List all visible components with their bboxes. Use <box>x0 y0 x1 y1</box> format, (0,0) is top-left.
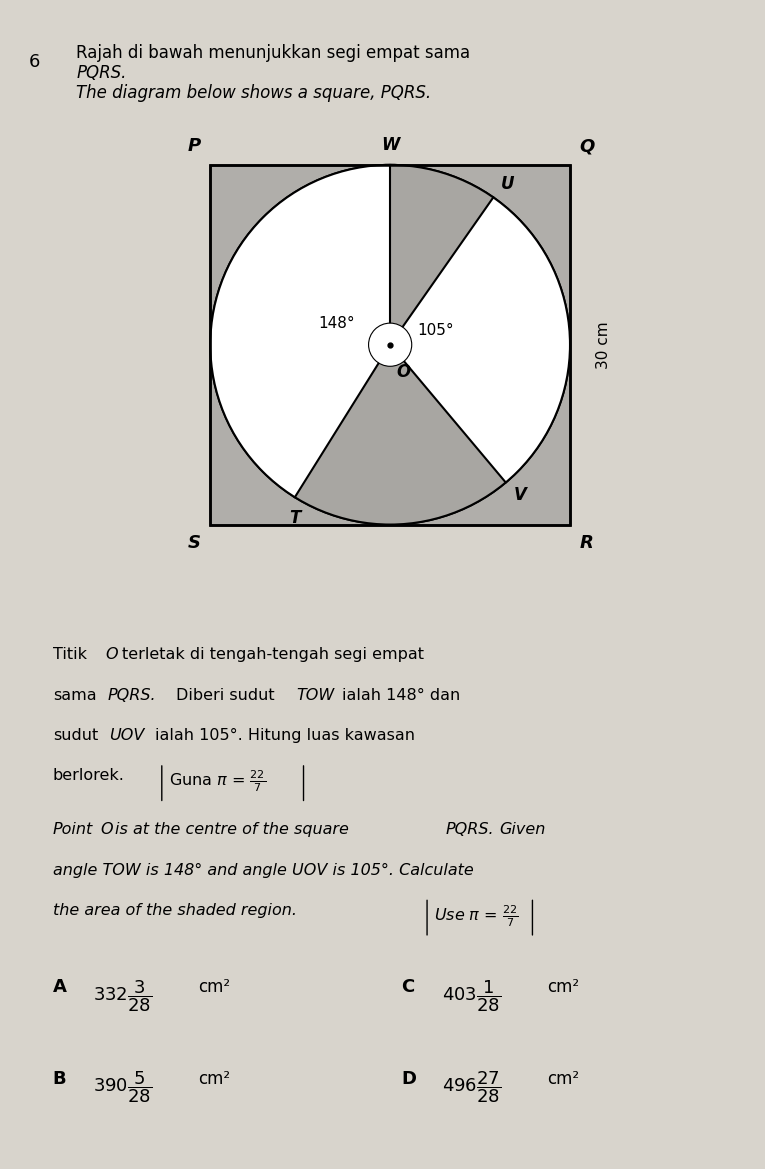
Text: 105°: 105° <box>418 323 454 338</box>
Text: $332\dfrac{3}{28}$: $332\dfrac{3}{28}$ <box>93 978 152 1014</box>
Text: the area of the shaded region.: the area of the shaded region. <box>53 902 297 918</box>
Text: ialah 105°. Hitung luas kawasan: ialah 105°. Hitung luas kawasan <box>155 728 415 743</box>
Text: $403\dfrac{1}{28}$: $403\dfrac{1}{28}$ <box>441 978 501 1014</box>
Text: cm²: cm² <box>547 1070 579 1087</box>
Polygon shape <box>210 165 570 525</box>
Text: ialah 148° dan: ialah 148° dan <box>342 687 461 703</box>
Text: sama: sama <box>53 687 96 703</box>
Text: W: W <box>381 136 399 154</box>
Text: 6: 6 <box>29 53 41 70</box>
Text: angle TOW is 148° and angle UOV is 105°. Calculate: angle TOW is 148° and angle UOV is 105°.… <box>53 863 474 878</box>
Text: PQRS.: PQRS. <box>76 64 127 82</box>
Wedge shape <box>390 198 570 483</box>
Text: The diagram below shows a square, PQRS.: The diagram below shows a square, PQRS. <box>76 84 431 102</box>
Text: Diberi sudut: Diberi sudut <box>176 687 275 703</box>
Text: T: T <box>289 510 301 527</box>
Text: is at the centre of the square: is at the centre of the square <box>115 822 348 837</box>
Text: D: D <box>402 1070 417 1087</box>
Text: Guna $\pi$ = $\frac{22}{7}$: Guna $\pi$ = $\frac{22}{7}$ <box>169 768 266 794</box>
Text: 30 cm: 30 cm <box>597 321 611 368</box>
Text: 148°: 148° <box>318 316 354 331</box>
Text: O: O <box>396 362 410 381</box>
Text: Q: Q <box>580 137 595 155</box>
Text: O: O <box>100 822 112 837</box>
Text: TOW: TOW <box>296 687 334 703</box>
Text: cm²: cm² <box>198 978 230 996</box>
Wedge shape <box>295 345 506 525</box>
Text: PQRS.: PQRS. <box>445 822 494 837</box>
Text: terletak di tengah-tengah segi empat: terletak di tengah-tengah segi empat <box>122 648 424 663</box>
Text: $390\dfrac{5}{28}$: $390\dfrac{5}{28}$ <box>93 1070 152 1105</box>
Text: C: C <box>402 978 415 996</box>
Text: Given: Given <box>500 822 546 837</box>
Circle shape <box>210 165 570 525</box>
Text: Use $\pi$ = $\frac{22}{7}$: Use $\pi$ = $\frac{22}{7}$ <box>435 902 519 928</box>
Text: V: V <box>514 486 527 504</box>
Text: UOV: UOV <box>109 728 145 743</box>
Text: Point: Point <box>53 822 93 837</box>
Text: Rajah di bawah menunjukkan segi empat sama: Rajah di bawah menunjukkan segi empat sa… <box>76 44 470 62</box>
Text: cm²: cm² <box>198 1070 230 1087</box>
Text: O: O <box>105 648 118 663</box>
Text: U: U <box>500 174 514 193</box>
Text: A: A <box>53 978 67 996</box>
Text: Titik: Titik <box>53 648 86 663</box>
Text: B: B <box>53 1070 67 1087</box>
Text: S: S <box>187 534 200 552</box>
Text: berlorek.: berlorek. <box>53 768 125 783</box>
Text: cm²: cm² <box>547 978 579 996</box>
Text: R: R <box>580 534 594 552</box>
Circle shape <box>369 323 412 366</box>
Text: $496\dfrac{27}{28}$: $496\dfrac{27}{28}$ <box>441 1070 501 1105</box>
Text: PQRS.: PQRS. <box>107 687 156 703</box>
Text: sudut: sudut <box>53 728 98 743</box>
Wedge shape <box>210 165 390 497</box>
Wedge shape <box>390 165 493 345</box>
Text: P: P <box>187 137 200 155</box>
